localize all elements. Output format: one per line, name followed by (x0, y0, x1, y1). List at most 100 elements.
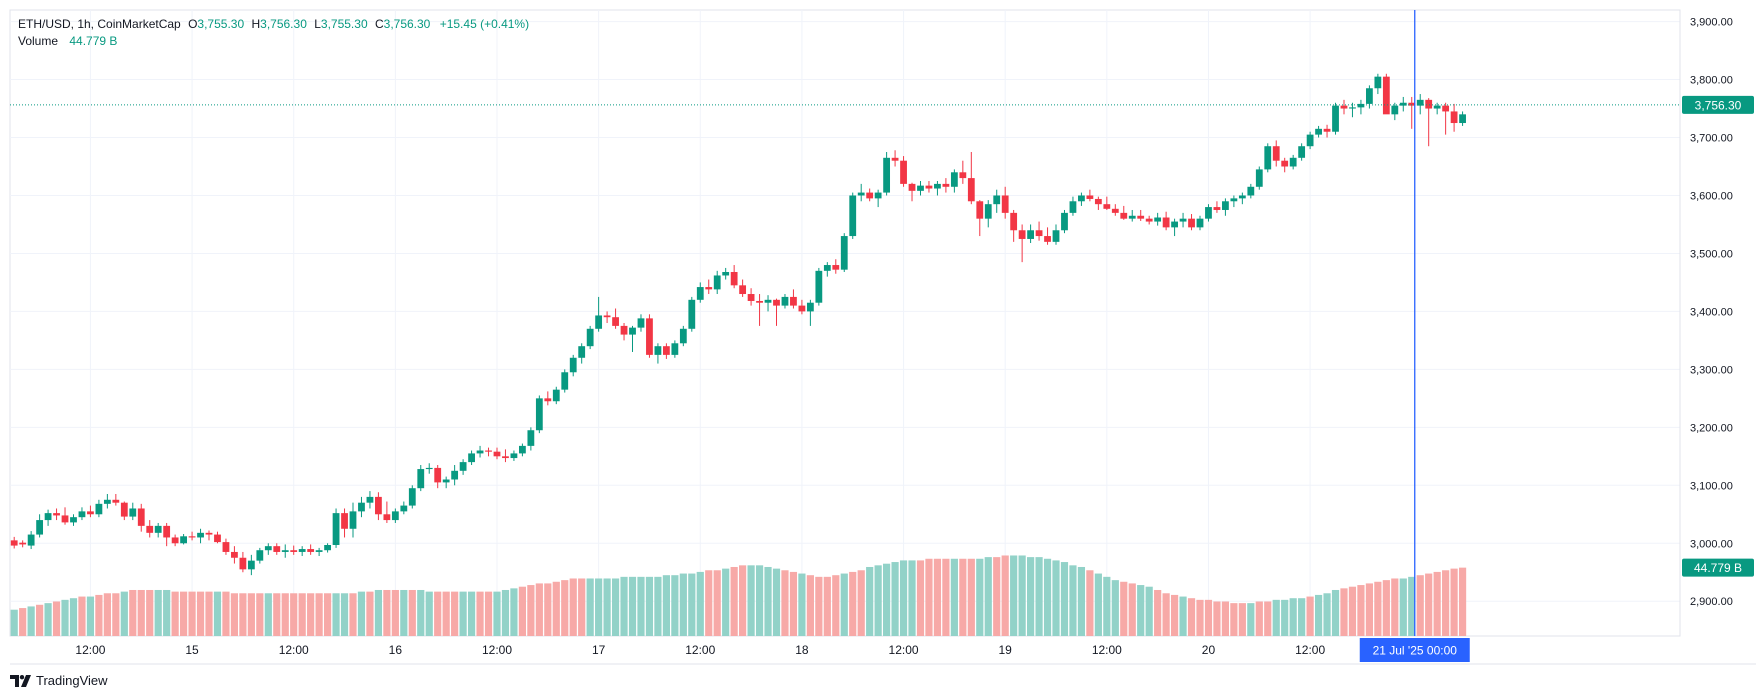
volume-bar (188, 591, 196, 636)
candle-body (569, 357, 577, 373)
candle-body (1230, 198, 1238, 202)
last-price-tag (1682, 95, 1754, 114)
candle-body (1408, 102, 1416, 106)
volume-bar (815, 576, 823, 636)
volume-bar (620, 576, 628, 636)
volume-bar (942, 558, 950, 636)
volume-bar (1230, 603, 1238, 636)
candle-body (188, 536, 196, 538)
volume-label[interactable]: Volume (18, 34, 59, 48)
volume-bar (1128, 583, 1136, 636)
candle-body (866, 192, 874, 199)
low-label: L (314, 17, 321, 31)
volume-bar (1314, 594, 1323, 636)
volume-bar (27, 606, 35, 636)
volume-bar (1289, 598, 1297, 636)
volume-bar (611, 578, 620, 636)
volume-bar (1069, 565, 1077, 636)
candle-body (1238, 195, 1246, 199)
volume-bar (163, 589, 171, 636)
candle-body (603, 315, 611, 318)
volume-bar (1247, 603, 1255, 636)
candle-body (434, 467, 442, 483)
volume-bar (1458, 567, 1467, 636)
volume-bar (569, 578, 577, 636)
candle-body (239, 557, 247, 570)
volume-bar (476, 591, 484, 636)
volume-bar (1111, 580, 1119, 636)
candle-body (1162, 217, 1170, 228)
candle-body (917, 185, 924, 191)
volume-bar (739, 565, 747, 636)
candle-body (349, 511, 357, 529)
candle-body (857, 192, 865, 196)
candle-body (1222, 201, 1229, 210)
volume-bar (645, 576, 654, 636)
volume-bar (1052, 560, 1060, 636)
candle-body (197, 532, 204, 538)
volume-bar (1281, 599, 1289, 636)
volume-bar (281, 593, 289, 636)
volume-row: Volume 44.779 B (18, 33, 529, 50)
volume-bar (112, 593, 120, 636)
volume-bar (307, 593, 315, 636)
candle-body (1171, 221, 1178, 228)
volume-bar (1450, 568, 1458, 636)
volume-bar (925, 558, 933, 636)
candle-body (1128, 215, 1136, 219)
tradingview-brand[interactable]: TradingView (10, 673, 108, 688)
volume-bar (1323, 593, 1331, 636)
volume-bar (552, 581, 560, 636)
candle-body (1078, 195, 1085, 202)
volume-bar (36, 604, 44, 636)
volume-bar (595, 578, 603, 636)
y-tick-label: 3,900.00 (1690, 17, 1733, 29)
volume-bar (239, 593, 247, 636)
candle-body (222, 542, 230, 552)
volume-bar (408, 589, 416, 636)
volume-bar (713, 570, 721, 636)
volume-bar (61, 599, 69, 636)
candle-body (696, 287, 704, 300)
volume-bar (425, 591, 433, 636)
candle-body (231, 551, 238, 558)
volume-bar (95, 594, 103, 636)
volume-bar (349, 593, 357, 636)
volume-bar (883, 563, 891, 636)
candle-body (739, 285, 747, 295)
volume-bar (798, 573, 806, 636)
volume-bar (730, 566, 738, 636)
candle-body (1459, 114, 1466, 124)
candle-body (552, 389, 560, 402)
volume-bar (222, 591, 230, 636)
close-label: C (374, 17, 384, 31)
volume-bar (332, 593, 340, 636)
candle-body (950, 172, 958, 187)
x-tick-label: 12:00 (1092, 643, 1122, 657)
candle-body (112, 499, 120, 503)
candle-body (544, 398, 552, 402)
volume-bar (442, 591, 450, 636)
candle-body (442, 479, 450, 483)
candle-body (925, 185, 933, 189)
x-tick-label: 16 (389, 643, 403, 657)
volume-bar (205, 591, 213, 636)
symbol-title[interactable]: ETH/USD, 1h, CoinMarketCap (18, 17, 181, 31)
volume-bar (501, 589, 510, 636)
candle-body (1069, 201, 1077, 213)
volume-bar (679, 573, 687, 636)
volume-bar (849, 571, 857, 636)
candle-body (1306, 134, 1314, 147)
candle-body (383, 514, 391, 521)
last-price-label: 3,756.30 (1695, 98, 1742, 112)
candle-body (1264, 146, 1272, 170)
volume-bar (1187, 598, 1196, 636)
candle-body (1213, 207, 1221, 210)
volume-bar (1272, 599, 1280, 636)
volume-bar (1094, 573, 1102, 636)
volume-bar (967, 558, 975, 636)
volume-bar (315, 593, 323, 636)
volume-bar (120, 591, 128, 636)
volume-bar (1255, 601, 1263, 636)
